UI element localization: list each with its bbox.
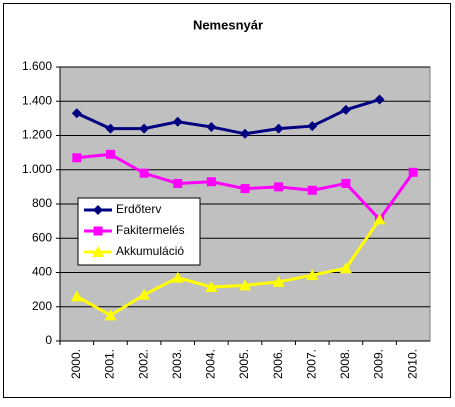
marker <box>306 269 319 281</box>
y-tick-label: 400 <box>32 265 52 279</box>
marker <box>373 213 386 225</box>
x-tick-label: 2009. <box>372 349 386 379</box>
marker <box>339 262 352 274</box>
marker <box>139 168 149 178</box>
marker <box>206 177 216 187</box>
marker <box>139 123 150 134</box>
y-tick-label: 200 <box>32 299 52 313</box>
marker <box>307 185 317 195</box>
y-tick-label: 800 <box>32 196 52 210</box>
x-tick-label: 2003. <box>170 349 184 379</box>
marker <box>240 184 250 194</box>
legend-label: Fakitermelés <box>116 223 185 237</box>
y-tick-label: 1.600 <box>22 59 52 73</box>
y-tick-label: 1.200 <box>22 128 52 142</box>
marker <box>307 121 318 132</box>
marker <box>341 178 351 188</box>
marker <box>273 123 284 134</box>
x-tick-label: 2005. <box>237 349 251 379</box>
marker <box>173 178 183 188</box>
series-line <box>76 218 381 318</box>
x-tick-label: 2006. <box>271 349 285 379</box>
marker <box>205 281 218 293</box>
marker <box>408 167 418 177</box>
marker <box>70 290 83 302</box>
marker <box>105 149 115 159</box>
marker <box>240 128 250 139</box>
x-tick-label: 2002. <box>136 349 150 379</box>
y-tick-label: 1.000 <box>22 162 52 176</box>
chart-title: Nemesnyár <box>193 17 263 32</box>
marker <box>71 108 82 119</box>
marker <box>172 116 183 127</box>
x-tick-label: 2008. <box>338 349 352 379</box>
marker <box>72 153 82 163</box>
y-tick-label: 1.400 <box>22 93 52 107</box>
marker <box>340 104 351 115</box>
marker <box>104 309 117 321</box>
marker <box>92 246 104 257</box>
marker <box>272 275 285 287</box>
marker <box>171 271 184 283</box>
marker <box>239 279 251 291</box>
x-tick-label: 2001. <box>103 349 117 379</box>
legend-label: Akkumuláció <box>116 244 184 258</box>
marker <box>93 226 103 236</box>
x-tick-label: 2004. <box>204 349 218 379</box>
marker <box>138 288 151 300</box>
marker <box>206 121 217 132</box>
y-tick-label: 600 <box>32 230 52 244</box>
x-tick-label: 2000. <box>69 349 83 379</box>
marker <box>93 205 103 215</box>
y-tick-label: 0 <box>45 333 52 347</box>
legend: Erdőterv Fakitermelés Akkumuláció <box>77 197 201 266</box>
marker <box>274 182 284 192</box>
x-tick-label: 2010. <box>405 349 419 379</box>
series-line <box>76 98 380 136</box>
marker <box>105 123 116 134</box>
marker <box>374 94 385 105</box>
legend-label: Erdőterv <box>116 202 161 216</box>
x-tick-label: 2007. <box>304 349 318 379</box>
